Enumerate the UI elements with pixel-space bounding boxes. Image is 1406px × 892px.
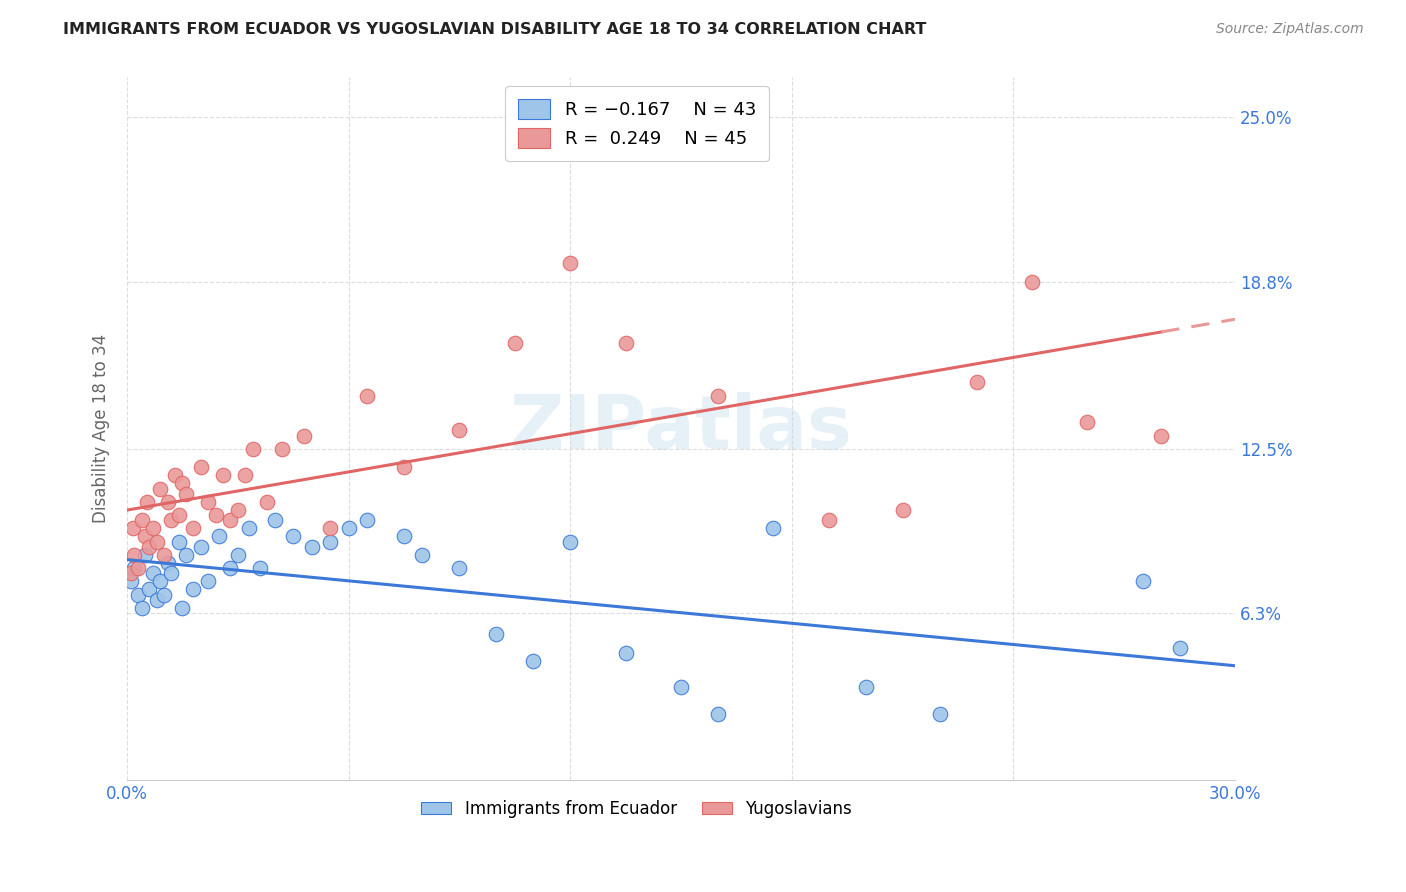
Point <box>707 706 730 721</box>
Point <box>190 540 212 554</box>
Point <box>233 468 256 483</box>
Point <box>292 428 315 442</box>
Point <box>149 574 172 589</box>
Point <box>319 534 342 549</box>
Point <box>249 561 271 575</box>
Point <box>1132 574 1154 589</box>
Point <box>127 561 149 575</box>
Point <box>219 561 242 575</box>
Point <box>503 335 526 350</box>
Y-axis label: Disability Age 18 to 34: Disability Age 18 to 34 <box>93 334 110 524</box>
Point <box>212 468 235 483</box>
Point <box>319 521 342 535</box>
Point <box>145 534 167 549</box>
Point <box>127 588 149 602</box>
Point <box>392 460 415 475</box>
Point <box>356 389 378 403</box>
Point <box>121 521 143 535</box>
Point <box>134 529 156 543</box>
Point <box>124 561 146 575</box>
Point <box>172 476 194 491</box>
Legend: Immigrants from Ecuador, Yugoslavians: Immigrants from Ecuador, Yugoslavians <box>415 793 859 825</box>
Point <box>142 566 165 581</box>
Point <box>651 142 673 156</box>
Point <box>204 508 226 522</box>
Point <box>891 502 914 516</box>
Point <box>174 548 197 562</box>
Point <box>411 548 433 562</box>
Point <box>356 513 378 527</box>
Point <box>120 574 142 589</box>
Point <box>707 389 730 403</box>
Text: ZIPatlas: ZIPatlas <box>510 392 852 466</box>
Point <box>1076 415 1098 429</box>
Point <box>167 508 190 522</box>
Point <box>163 468 186 483</box>
Point <box>1021 275 1043 289</box>
Point <box>172 601 194 615</box>
Point <box>256 495 278 509</box>
Text: Source: ZipAtlas.com: Source: ZipAtlas.com <box>1216 22 1364 37</box>
Point <box>271 442 294 456</box>
Point <box>817 513 839 527</box>
Text: IMMIGRANTS FROM ECUADOR VS YUGOSLAVIAN DISABILITY AGE 18 TO 34 CORRELATION CHART: IMMIGRANTS FROM ECUADOR VS YUGOSLAVIAN D… <box>63 22 927 37</box>
Point <box>174 487 197 501</box>
Point <box>120 566 142 581</box>
Point <box>197 574 219 589</box>
Point <box>131 513 153 527</box>
Point <box>183 582 205 597</box>
Point <box>153 548 176 562</box>
Point <box>485 627 508 641</box>
Point <box>142 521 165 535</box>
Point <box>283 529 305 543</box>
Point <box>160 566 183 581</box>
Point <box>928 706 950 721</box>
Point <box>449 423 471 437</box>
Point <box>219 513 242 527</box>
Point <box>145 593 167 607</box>
Point <box>855 681 877 695</box>
Point <box>136 495 159 509</box>
Point <box>183 521 205 535</box>
Point <box>1168 640 1191 655</box>
Point <box>190 460 212 475</box>
Point <box>149 482 172 496</box>
Point <box>226 548 249 562</box>
Point <box>197 495 219 509</box>
Point <box>392 529 415 543</box>
Point <box>1150 428 1173 442</box>
Point <box>301 540 323 554</box>
Point <box>669 681 692 695</box>
Point <box>208 529 231 543</box>
Point <box>762 521 785 535</box>
Point <box>263 513 285 527</box>
Point <box>138 540 160 554</box>
Point <box>167 534 190 549</box>
Point <box>560 256 582 270</box>
Point <box>449 561 471 575</box>
Point <box>131 601 153 615</box>
Point <box>966 376 988 390</box>
Point <box>242 442 264 456</box>
Point <box>160 513 183 527</box>
Point <box>522 654 544 668</box>
Point <box>138 582 160 597</box>
Point <box>337 521 360 535</box>
Point <box>614 646 637 660</box>
Point <box>124 548 146 562</box>
Point <box>156 495 179 509</box>
Point <box>238 521 260 535</box>
Point <box>560 534 582 549</box>
Point <box>226 502 249 516</box>
Point <box>614 335 637 350</box>
Point <box>153 588 176 602</box>
Point <box>134 548 156 562</box>
Point <box>156 556 179 570</box>
